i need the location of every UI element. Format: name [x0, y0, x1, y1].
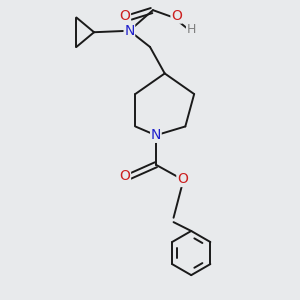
Text: H: H [187, 23, 196, 36]
Text: O: O [177, 172, 188, 186]
Text: N: N [124, 24, 135, 38]
Text: O: O [119, 169, 130, 184]
Text: N: N [151, 128, 161, 142]
Text: O: O [119, 9, 130, 23]
Text: O: O [171, 9, 182, 23]
